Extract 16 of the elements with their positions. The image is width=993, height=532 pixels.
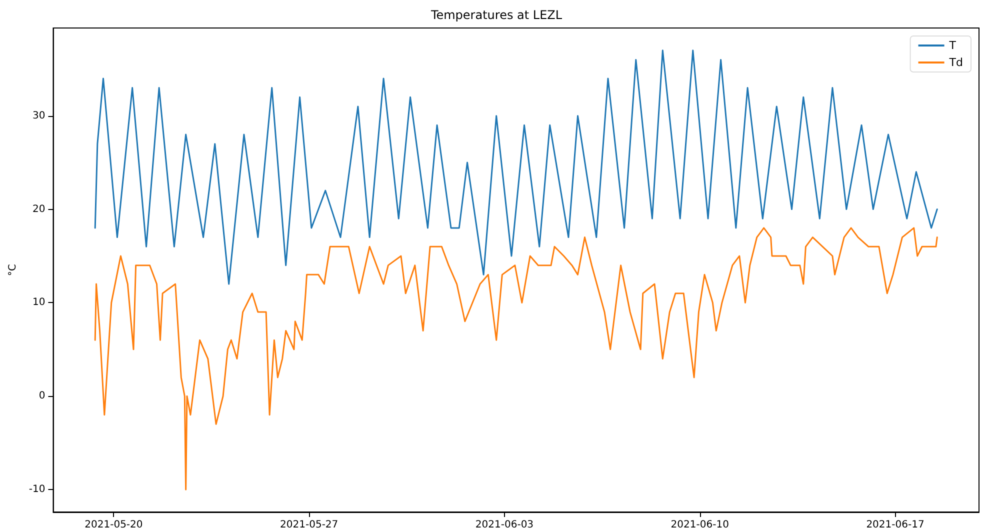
y-tick-label: -10 (28, 484, 46, 496)
y-tick-label: 0 (38, 390, 46, 402)
y-tick-label: 20 (32, 204, 46, 215)
line-series (94, 227, 938, 490)
line-series (94, 50, 938, 285)
x-tick-label: 2021-06-17 (866, 520, 924, 530)
legend-label: T (948, 39, 956, 52)
x-tick-label: 2021-05-27 (280, 520, 338, 530)
x-tick-label: 2021-06-10 (670, 520, 729, 530)
y-tick-label: 30 (32, 110, 46, 122)
x-tick-label: 2021-05-20 (84, 520, 143, 530)
x-tick-label: 2021-06-03 (475, 520, 534, 530)
legend-label: Td (948, 56, 963, 69)
y-tick-label: 10 (32, 297, 46, 308)
y-axis-title: °C (8, 264, 18, 276)
chart-title: Temperatures at LEZL (430, 8, 562, 22)
